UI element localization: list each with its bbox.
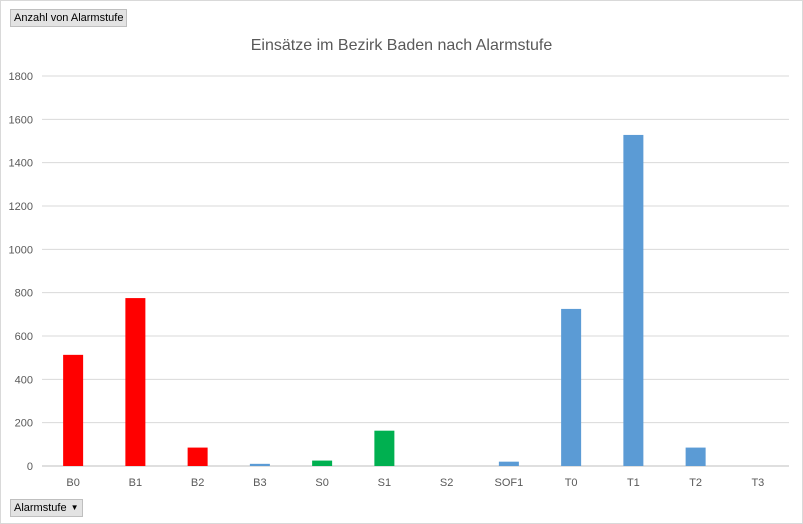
x-tick-label: S1 bbox=[378, 477, 391, 489]
x-tick-label: B0 bbox=[66, 477, 79, 489]
bar-b3 bbox=[249, 463, 270, 466]
x-tick-label: SOF1 bbox=[495, 477, 524, 489]
bar-sof1 bbox=[498, 461, 519, 466]
x-tick-label: S0 bbox=[315, 477, 328, 489]
dropdown-arrow-icon[interactable]: ▼ bbox=[70, 503, 79, 512]
y-tick-label: 1800 bbox=[9, 71, 33, 83]
y-tick-label: 800 bbox=[15, 288, 33, 300]
bar-t2 bbox=[685, 447, 706, 466]
bar-t1 bbox=[623, 134, 644, 466]
x-tick-label: B1 bbox=[129, 477, 142, 489]
bar-s1 bbox=[374, 430, 395, 466]
axis-field-label: Alarmstufe bbox=[14, 502, 67, 514]
chart-title: Einsätze im Bezirk Baden nach Alarmstufe bbox=[250, 37, 553, 54]
y-tick-label: 400 bbox=[15, 374, 33, 386]
y-tick-label: 600 bbox=[15, 331, 33, 343]
x-tick-label: T0 bbox=[565, 477, 578, 489]
x-tick-label: B3 bbox=[253, 477, 266, 489]
bar-b1 bbox=[125, 298, 146, 466]
values-field-button[interactable]: Anzahl von Alarmstufe bbox=[10, 9, 128, 27]
bar-s0 bbox=[312, 460, 333, 466]
y-tick-label: 200 bbox=[15, 418, 33, 430]
x-tick-label: B2 bbox=[191, 477, 204, 489]
y-tick-label: 1600 bbox=[9, 114, 33, 126]
y-tick-label: 1400 bbox=[9, 158, 33, 170]
bar-t0 bbox=[561, 308, 582, 466]
values-field-label: Anzahl von Alarmstufe bbox=[14, 12, 124, 24]
y-tick-label: 0 bbox=[27, 461, 33, 473]
x-tick-label: S2 bbox=[440, 477, 453, 489]
x-tick-label: T3 bbox=[751, 477, 764, 489]
x-tick-label: T1 bbox=[627, 477, 640, 489]
y-tick-label: 1000 bbox=[9, 244, 33, 256]
y-tick-label: 1200 bbox=[9, 201, 33, 213]
x-tick-label: T2 bbox=[689, 477, 702, 489]
axis-field-button[interactable]: Alarmstufe ▼ bbox=[10, 499, 83, 517]
bar-b0 bbox=[63, 354, 84, 466]
bar-b2 bbox=[187, 447, 208, 466]
